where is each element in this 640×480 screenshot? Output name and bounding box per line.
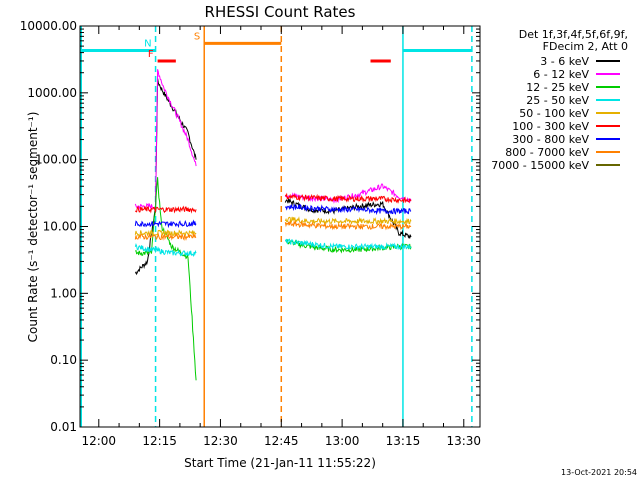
legend-entry-label: 300 - 800 keV <box>512 133 589 146</box>
legend-entry-label: 6 - 12 keV <box>533 68 589 81</box>
y-tick-label: 0.10 <box>50 353 77 367</box>
x-tick-label: 13:30 <box>446 434 481 448</box>
legend-entry-label: 100 - 300 keV <box>512 120 589 133</box>
legend-header-line-1: Det 1f,3f,4f,5f,6f,9f, <box>519 28 628 41</box>
x-axis-label: Start Time (21-Jan-11 11:55:22) <box>184 456 376 470</box>
flag-label: S <box>194 31 200 42</box>
series-line <box>284 192 412 204</box>
legend-entry-label: 25 - 50 keV <box>526 94 589 107</box>
legend-entry-label: 12 - 25 keV <box>526 81 589 94</box>
flag-label: F <box>148 49 154 60</box>
series-line <box>134 242 197 257</box>
y-tick-label: 0.01 <box>50 420 77 434</box>
x-axis: 12:00 12:15 12:30 12:45 13:00 13:15 13:30 <box>81 26 481 448</box>
series-line <box>134 205 197 214</box>
x-tick-label: 12:45 <box>264 434 299 448</box>
legend-entry-label: 800 - 7000 keV <box>505 146 589 159</box>
series-line <box>134 219 197 229</box>
legend-header-line-2: FDecim 2, Att 0 <box>543 40 628 53</box>
series-line <box>284 216 412 226</box>
x-tick-label: 13:00 <box>325 434 360 448</box>
annotations-layer: NF S <box>80 26 473 427</box>
flag-label: N <box>144 38 151 49</box>
y-tick-label: 1.00 <box>50 286 77 300</box>
y-axis-label: Count Rate (s⁻¹ detector⁻¹ segment⁻¹) <box>26 112 40 343</box>
series-line <box>285 239 412 254</box>
series-line <box>134 78 197 276</box>
legend-entry-label: 7000 - 15000 keV <box>491 159 589 172</box>
y-axis: 0.01 0.10 1.00 10.00 100.00 1000.00 10000.00 <box>20 19 480 434</box>
y-tick-label: 10000.00 <box>20 19 77 33</box>
series-line <box>284 198 412 239</box>
x-tick-label: 12:15 <box>142 434 177 448</box>
x-tick-label: 12:30 <box>203 434 238 448</box>
series-line <box>134 69 197 210</box>
timestamp: 13-Oct-2021 20:54 <box>561 468 637 477</box>
y-tick-label: 1000.00 <box>27 86 77 100</box>
series-layer <box>134 69 412 381</box>
legend: Det 1f,3f,4f,5f,6f,9f, FDecim 2, Att 0 3… <box>491 28 628 172</box>
series-line <box>284 203 412 216</box>
series-line <box>134 229 197 238</box>
series-line <box>284 220 412 231</box>
series-line <box>284 238 412 251</box>
x-tick-label: 12:00 <box>81 434 116 448</box>
series-line <box>134 232 197 241</box>
y-tick-label: 10.00 <box>43 220 77 234</box>
x-tick-label: 13:15 <box>386 434 421 448</box>
y-tick-label: 100.00 <box>35 153 77 167</box>
chart-title: RHESSI Count Rates <box>205 3 356 21</box>
legend-entry-label: 50 - 100 keV <box>519 107 589 120</box>
legend-entry-label: 3 - 6 keV <box>540 55 589 68</box>
